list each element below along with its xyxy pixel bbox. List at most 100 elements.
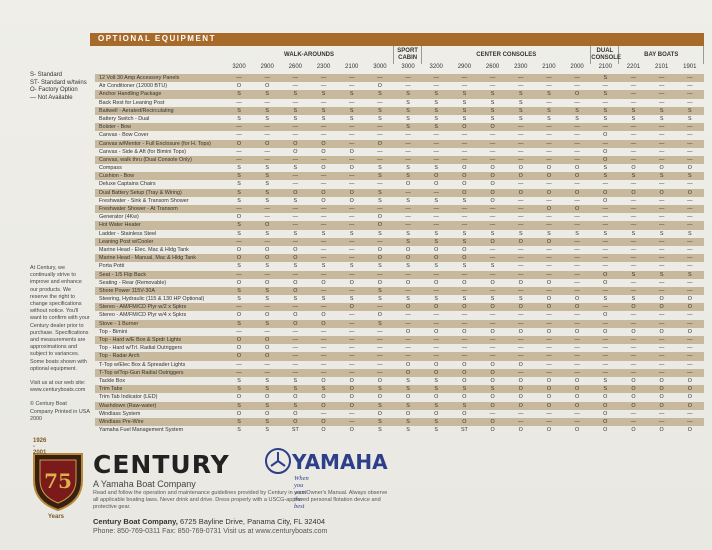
table-cell: — (518, 75, 524, 81)
table-cell: — (687, 148, 693, 155)
table-cell: — (546, 148, 552, 155)
table-cell: O (631, 402, 636, 409)
table-cell: — (405, 75, 411, 81)
table-cell: O (518, 279, 523, 286)
table-cell: — (405, 337, 411, 343)
table-cell: — (377, 206, 383, 212)
table-cell: O (603, 394, 608, 401)
table-cell: — (377, 345, 383, 352)
table-cell: O (546, 206, 552, 212)
table-cell: O (293, 246, 298, 253)
table-cell: — (546, 410, 552, 417)
table-cell: S (631, 173, 636, 180)
table-cell: O (377, 214, 382, 221)
table-cell: O (659, 304, 664, 311)
table-cell: S (406, 107, 410, 114)
model-header: 3000 (401, 64, 415, 70)
table-cell: — (518, 345, 524, 352)
table-row: Windlass System O O O — — O O O O — — — — O — — — (95, 410, 704, 418)
legend-item: S- Standard (30, 72, 63, 78)
table-cell: S (321, 107, 326, 114)
table-cell: S (434, 296, 439, 303)
table-cell: O (603, 148, 608, 155)
table-cell: O (631, 386, 636, 393)
table-cell: — (630, 337, 637, 343)
table-cell: O (321, 148, 326, 155)
table-cell: S (434, 115, 439, 122)
table-cell: — (433, 148, 439, 155)
table-cell: — (602, 255, 608, 262)
table-cell: O (631, 377, 636, 384)
table-cell: O (659, 328, 664, 335)
model-header: 2100 (542, 64, 556, 70)
table-cell: — (320, 156, 327, 163)
table-cell: — (518, 337, 524, 343)
table-cell: — (433, 140, 439, 147)
table-cell: — (630, 353, 637, 360)
table-cell: O (377, 255, 382, 262)
table-cell: O (405, 369, 411, 376)
table-cell: S (434, 124, 439, 131)
row-label: Dual Battery Setup (Tray & Wiring) (99, 189, 182, 196)
table-cell: — (405, 156, 411, 163)
table-row: Back Rest for Leaning Post — — — — — — S S S S S — — —… (95, 99, 704, 107)
table-cell: — (687, 320, 693, 327)
model-header: 2201 (626, 64, 641, 70)
table-cell: S (237, 296, 241, 303)
table-cell: S (490, 91, 495, 98)
table-cell: S (603, 173, 608, 180)
table-cell: O (462, 304, 467, 311)
table-cell: S (293, 115, 298, 122)
table-cell: O (603, 189, 608, 196)
table-cell: O (349, 165, 354, 172)
table-cell: O (546, 238, 552, 245)
table-cell: O (490, 369, 495, 376)
table-cell: — (658, 222, 665, 229)
table-cell: S (490, 230, 495, 237)
table-cell: S (237, 197, 241, 204)
column-group-3: DUAL CONSOLE (591, 46, 621, 64)
model-header: 2600 (485, 64, 500, 70)
table-cell: — (489, 75, 496, 81)
table-cell: — (433, 337, 439, 343)
table-cell: — (546, 312, 552, 319)
table-cell: — (489, 353, 496, 360)
table-cell: — (630, 75, 637, 81)
model-header: 2900 (260, 64, 274, 70)
table-row: Trim Tab Indicator (LED) O O O O O O O O O O O O O O O O… (95, 393, 704, 401)
table-cell: — (349, 156, 355, 163)
table-cell: — (574, 214, 580, 221)
table-cell: — (630, 83, 637, 90)
table-cell: — (546, 83, 552, 90)
table-cell: O (462, 124, 467, 131)
table-cell: — (602, 361, 608, 368)
table-cell: — (292, 345, 299, 352)
table-cell: — (518, 132, 524, 139)
table-cell: ST (460, 427, 468, 434)
table-cell: O (603, 197, 608, 204)
table-cell: — (320, 246, 327, 253)
table-cell: O (659, 165, 664, 172)
table-cell: — (405, 83, 411, 90)
row-label: Tackle Box (99, 377, 126, 384)
table-cell: — (320, 287, 327, 294)
table-cell: O (293, 320, 298, 327)
table-cell: S (434, 99, 439, 106)
table-cell: — (658, 361, 665, 368)
table-cell: — (602, 206, 608, 212)
row-label: Anchor Handling Package (99, 91, 162, 98)
company-phone: Phone: 850-769-0311 Fax: 850-769-0731 Vi… (93, 528, 328, 535)
table-cell: — (687, 83, 693, 90)
table-cell: — (602, 124, 608, 131)
table-cell: O (293, 287, 298, 294)
table-cell: S (349, 91, 354, 98)
table-cell: — (349, 83, 355, 90)
legend-item: O- Factory Option (30, 87, 78, 93)
row-label: T-Top w/Elec Box & Spreader Lights (99, 361, 186, 368)
table-cell: — (349, 75, 355, 81)
row-label: Marine Head - Elec. Mac & Hldg Tank (99, 246, 189, 253)
table-cell: O (377, 394, 382, 401)
table-cell: O (321, 320, 326, 327)
table-cell: O (293, 312, 298, 319)
table-cell: — (461, 132, 468, 139)
